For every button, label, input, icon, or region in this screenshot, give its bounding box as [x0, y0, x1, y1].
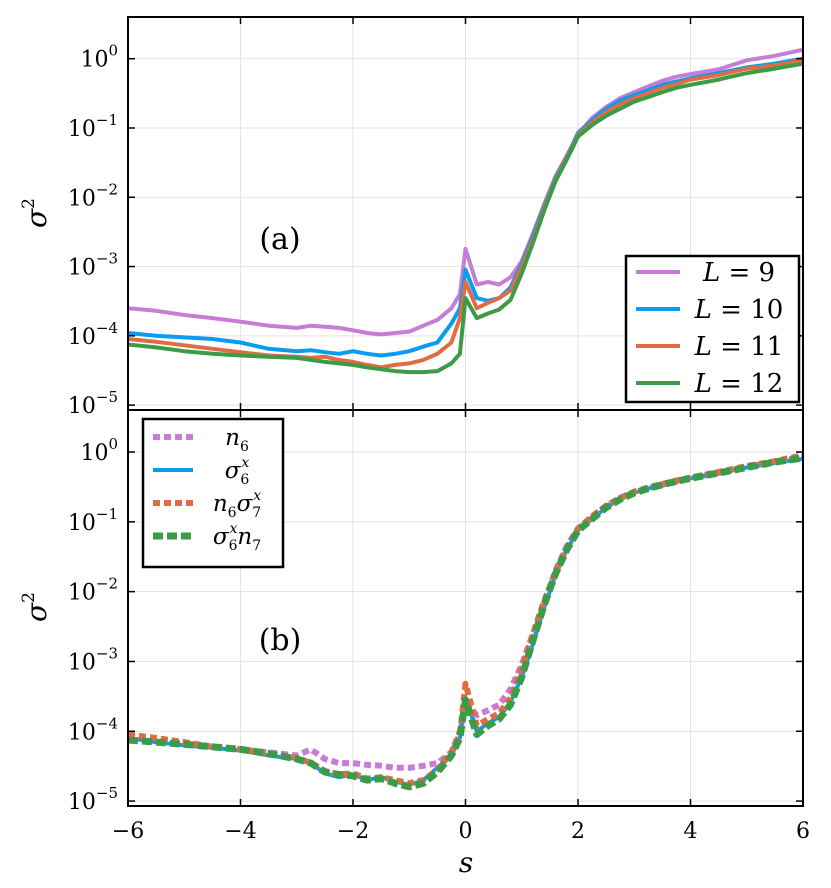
legend-label: n6: [225, 425, 249, 455]
x-tick-label: −4: [224, 819, 256, 844]
y-tick-label: 10−5: [68, 388, 118, 419]
legend-label: n6σ7x: [213, 488, 261, 521]
panel-label-b: (b): [259, 623, 302, 658]
panel-b: 100 10−1 10−2 10−3 10−4 10−5 −6 −4 −2 0 2 4 6 (b) σ…: [19, 409, 810, 879]
y-tick-label: 10−4: [68, 319, 118, 350]
y-tick-label: 10−4: [68, 714, 118, 745]
series-line: [128, 56, 803, 358]
y-tick-label: 100: [80, 42, 118, 73]
series-group-a: [128, 47, 803, 375]
x-tick-label: 6: [796, 819, 810, 844]
y-tick-label: 10−5: [68, 784, 118, 815]
x-ticks-b: −6 −4 −2 0 2 4 6: [112, 819, 810, 844]
x-tick-label: −2: [337, 819, 369, 844]
legend-label: L = 11: [694, 332, 784, 362]
x-tick-label: 4: [684, 819, 698, 844]
series-line: [128, 454, 803, 791]
y-tick-label: 10−2: [68, 180, 118, 211]
legend-a: L = 9 L = 10 L = 11 L = 12: [624, 254, 801, 404]
panel-label-a: (a): [259, 222, 300, 257]
legend-label: L = 9: [702, 258, 775, 288]
legend-b-box: [141, 417, 285, 569]
series-line: [128, 47, 803, 337]
y-tick-label: 10−1: [68, 111, 118, 142]
y-tick-label: 10−2: [68, 575, 118, 606]
ticks-b: 100 10−1 10−2 10−3 10−4 10−5: [68, 410, 804, 815]
y-tick-label: 10−3: [68, 644, 118, 675]
ylabel-a: σ2: [19, 198, 53, 228]
x-tick-label: 2: [571, 819, 585, 844]
y-tick-label: 10−1: [68, 505, 118, 536]
legend-label: L = 10: [694, 295, 784, 325]
y-tick-label: 100: [80, 435, 118, 466]
x-tick-label: −6: [112, 819, 144, 844]
x-tick-label: 0: [459, 819, 473, 844]
series-group-b: [128, 452, 803, 791]
ticks-a: 100 10−1 10−2 10−3 10−4 10−5: [68, 17, 804, 419]
ylabel-b: σ2: [19, 592, 53, 622]
legend-label: σ6x: [225, 455, 250, 488]
legend-a-box: [624, 254, 801, 404]
y-tick-label: 10−3: [68, 250, 118, 281]
legend-label: σ6xn7: [213, 521, 261, 554]
legend-label: L = 12: [694, 369, 784, 399]
series-line: [128, 61, 803, 375]
xlabel: s: [459, 846, 473, 879]
